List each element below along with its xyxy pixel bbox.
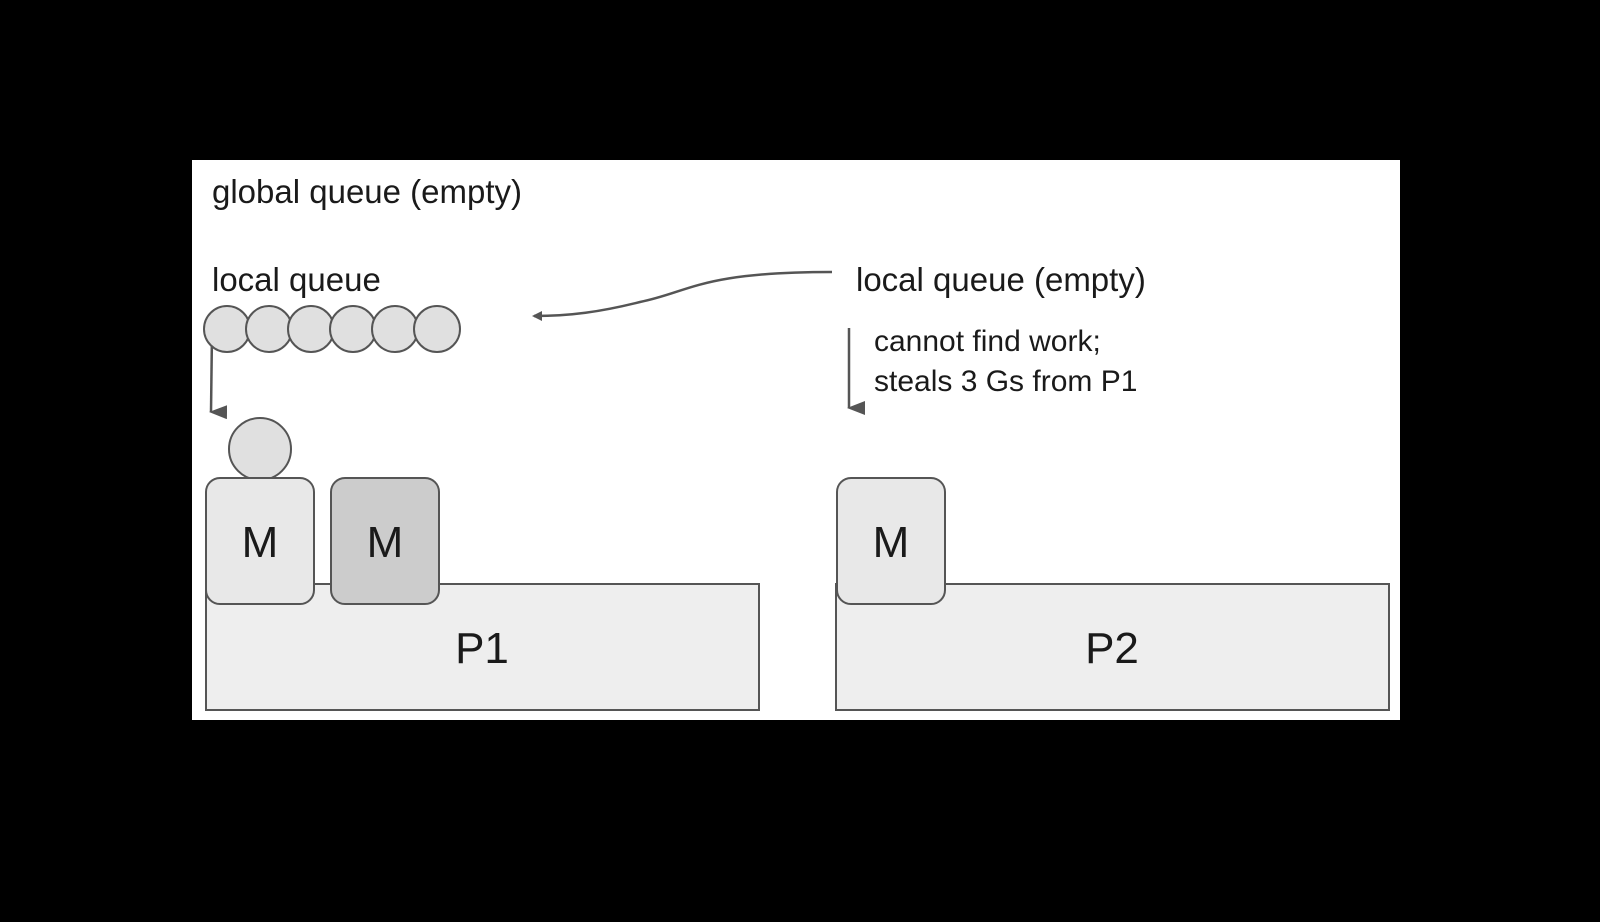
goroutine-circle — [329, 305, 377, 353]
steal-arrow — [532, 270, 833, 321]
p2-local-queue-label: local queue (empty) — [856, 261, 1146, 298]
goroutine-circle — [371, 305, 419, 353]
p1-machine-running — [205, 477, 315, 605]
running-goroutine-circle — [228, 417, 292, 481]
p1-processor-label: P1 — [455, 624, 509, 673]
p2-machine-running-label: M — [873, 518, 910, 567]
goroutine-circle — [413, 305, 461, 353]
goroutine-circle — [203, 305, 251, 353]
p1-machine-running-label: M — [242, 518, 279, 567]
p2-machine-running — [836, 477, 946, 605]
p1-machine-idle — [330, 477, 440, 605]
p1-running-goroutines — [228, 417, 292, 481]
p2-processor-label: P2 — [1085, 624, 1139, 673]
goroutine-circle — [287, 305, 335, 353]
global-queue-label: global queue (empty) — [212, 173, 522, 210]
steal-note-line-2: steals 3 Gs from P1 — [874, 365, 1137, 398]
p1-local-queue — [203, 305, 461, 353]
steal-note-line-1: cannot find work; — [874, 325, 1101, 358]
p1-local-queue-label: local queue — [212, 261, 381, 298]
p1-machine-idle-label: M — [367, 518, 404, 567]
goroutine-circle — [245, 305, 293, 353]
